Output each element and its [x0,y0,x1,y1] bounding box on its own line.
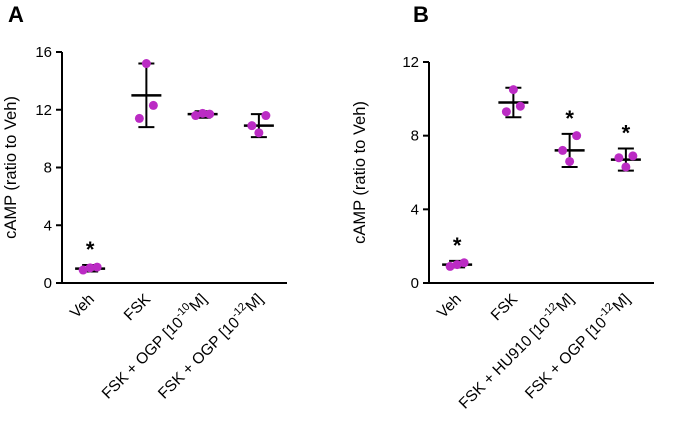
x-category-label: Veh [67,291,98,322]
x-category-label: FSK + OGP [10-10M] [97,289,211,403]
y-axis-label: cAMP (ratio to Veh) [2,96,20,239]
y-tick-label: 4 [411,201,419,218]
x-category-label: FSK + OGP [10-12M] [153,289,267,403]
panel-A-letter: A [8,2,24,27]
data-point [572,131,582,141]
panel-B-letter: B [413,2,429,27]
y-tick-label: 8 [44,160,52,177]
data-point [148,100,158,110]
y-axis-label: cAMP (ratio to Veh) [351,101,369,244]
y-tick-label: 12 [35,102,52,119]
data-point [459,258,469,268]
data-point [198,108,208,118]
significance-asterisk: * [86,237,95,262]
y-tick-label: 0 [44,275,52,292]
data-point [85,263,95,273]
significance-asterisk: * [565,106,574,131]
y-tick-label: 0 [411,275,419,292]
data-point [92,262,102,272]
data-point [621,162,631,172]
panel-A: A 0 4 8 12 16 cAMP (ratio to Veh) * Veh FSK FSK +… [0,0,349,437]
significance-asterisk: * [622,121,631,146]
data-point [445,261,455,271]
data-point [247,121,257,131]
data-point [515,101,525,111]
data-point [452,260,462,270]
data-point [558,145,568,155]
y-tick-label: 12 [402,54,419,71]
x-category-label: FSK + OGP [10-12M] [520,289,634,403]
data-point [205,109,215,119]
data-point [141,59,151,69]
data-point [501,107,511,117]
x-category-label: FSK [121,290,155,324]
data-point [191,111,201,121]
data-point [78,265,88,275]
data-point [134,113,144,123]
data-point [261,111,271,121]
data-point [628,151,638,161]
panel-B: B 0 4 8 12 cAMP (ratio to Veh) * Veh FSK * FSK + … [349,0,698,437]
x-category-label: Veh [434,291,465,322]
data-point [508,85,518,95]
y-tick-label: 4 [44,217,52,234]
data-point [614,153,624,163]
data-point [565,156,575,166]
x-category-label: FSK [488,290,522,324]
data-point [254,128,264,138]
y-tick-label: 16 [35,44,52,61]
significance-asterisk: * [453,233,462,258]
y-tick-label: 8 [411,128,419,145]
